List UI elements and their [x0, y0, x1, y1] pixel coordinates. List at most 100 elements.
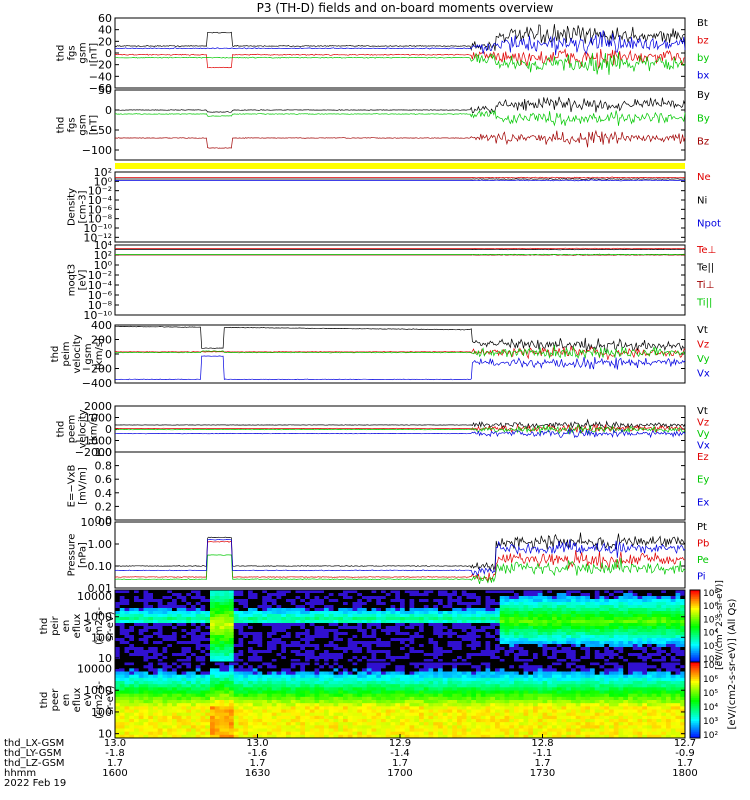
- spectrogram-cell: [590, 659, 596, 663]
- spectrogram-cell: [238, 623, 244, 627]
- y-tick-label: 10⁻⁴: [88, 279, 113, 292]
- spectrogram-cell: [599, 590, 605, 594]
- spectrogram-cell: [233, 638, 239, 642]
- spectrogram-cell: [385, 671, 391, 676]
- spectrogram-cell: [134, 662, 140, 666]
- spectrogram-cell: [442, 684, 448, 688]
- spectrogram-cell: [328, 629, 334, 633]
- spectrogram-cell: [414, 712, 420, 717]
- spectrogram-cell: [129, 693, 135, 698]
- spectrogram-cell: [129, 608, 135, 612]
- spectrogram-cell: [129, 590, 135, 594]
- spectrogram-cell: [352, 668, 358, 672]
- spectrogram-cell: [257, 674, 263, 679]
- spectrogram-cell: [376, 620, 382, 624]
- spectrogram-cell: [381, 665, 387, 669]
- spectrogram-cell: [414, 659, 420, 663]
- y-tick-label: 10⁻²: [88, 269, 112, 282]
- spectrogram-cell: [153, 623, 159, 627]
- spectrogram-cell: [680, 641, 686, 645]
- spectrogram-cell: [290, 638, 296, 642]
- spectrogram-cell: [471, 728, 477, 733]
- y-axis-label: Pressure[nPa]: [67, 534, 89, 577]
- spectrogram-cell: [210, 656, 216, 660]
- spectrogram-cell: [157, 620, 163, 624]
- spectrogram-cell: [666, 647, 672, 651]
- spectrogram-cell: [514, 590, 520, 594]
- spectrogram-cell: [124, 590, 130, 594]
- spectrogram-cell: [219, 731, 225, 736]
- spectrogram-cell: [191, 684, 197, 688]
- spectrogram-cell: [267, 709, 273, 714]
- spectrogram-cell: [205, 725, 211, 729]
- spectrogram-cell: [580, 632, 586, 636]
- spectrogram-cell: [115, 617, 121, 621]
- spectrogram-cell: [224, 665, 230, 669]
- spectrogram-cell: [457, 703, 463, 707]
- spectrogram-cell: [385, 614, 391, 618]
- spectrogram-cell: [319, 706, 325, 710]
- spectrogram-cell: [504, 656, 510, 660]
- spectrogram-cell: [243, 731, 249, 736]
- spectrogram-cell: [305, 665, 311, 669]
- spectrogram-cell: [357, 668, 363, 672]
- spectrogram-cell: [438, 674, 444, 679]
- spectrogram-cell: [214, 593, 220, 597]
- spectrogram-cell: [181, 734, 187, 739]
- spectrogram-cell: [233, 668, 239, 672]
- spectrogram-cell: [675, 644, 681, 648]
- spectrogram-cell: [262, 614, 268, 618]
- spectrogram-cell: [618, 638, 624, 642]
- spectrogram-cell: [566, 620, 572, 624]
- spectrogram-cell: [509, 638, 515, 642]
- series-line: [114, 532, 686, 572]
- spectrogram-cell: [324, 728, 330, 733]
- spectrogram-cell: [442, 623, 448, 627]
- spectrogram-cell: [214, 722, 220, 726]
- spectrogram-cell: [376, 690, 382, 695]
- spectrogram-cell: [157, 687, 163, 691]
- spectrogram-cell: [618, 659, 624, 663]
- spectrogram-cell: [461, 681, 467, 685]
- spectrogram-cell: [176, 635, 182, 639]
- spectrogram-cell: [352, 605, 358, 609]
- spectrogram-cell: [286, 693, 292, 698]
- spectrogram-cell: [566, 626, 572, 630]
- spectrogram-cell: [461, 725, 467, 729]
- spectrogram-cell: [528, 650, 534, 654]
- spectrogram-cell: [257, 668, 263, 672]
- spectrogram-cell: [305, 734, 311, 739]
- spectrogram-cell: [371, 614, 377, 618]
- spectrogram-cell: [224, 650, 230, 654]
- spectrogram-cell: [195, 653, 201, 657]
- spectrogram-cell: [371, 719, 377, 723]
- spectrogram-cell: [195, 638, 201, 642]
- spectrogram-cell: [143, 706, 149, 710]
- spectrogram-cell: [547, 650, 553, 654]
- spectrogram-cell: [385, 590, 391, 594]
- spectrogram-cell: [143, 687, 149, 691]
- spectrogram-cell: [428, 647, 434, 651]
- spectrogram-cell: [385, 647, 391, 651]
- spectrogram-cell: [210, 596, 216, 600]
- spectrogram-cell: [438, 684, 444, 688]
- spectrogram-cell: [381, 620, 387, 624]
- spectrogram-cell: [642, 653, 648, 657]
- spectrogram-cell: [395, 728, 401, 733]
- spectrogram-cell: [267, 662, 273, 666]
- spectrogram-cell: [286, 681, 292, 685]
- spectrogram-cell: [295, 605, 301, 609]
- spectrogram-cell: [575, 647, 581, 651]
- spectrogram-cell: [267, 608, 273, 612]
- spectrogram-cell: [594, 632, 600, 636]
- spectrogram-cell: [480, 608, 486, 612]
- spectrogram-cell: [324, 629, 330, 633]
- y-tick-label: −50: [89, 124, 112, 137]
- spectrogram-cell: [542, 599, 548, 603]
- spectrogram-cell: [148, 703, 154, 707]
- spectrogram-cell: [566, 656, 572, 660]
- spectrogram-cell: [447, 696, 453, 701]
- spectrogram-cell: [262, 605, 268, 609]
- spectrogram-cell: [457, 629, 463, 633]
- spectrogram-cell: [404, 596, 410, 600]
